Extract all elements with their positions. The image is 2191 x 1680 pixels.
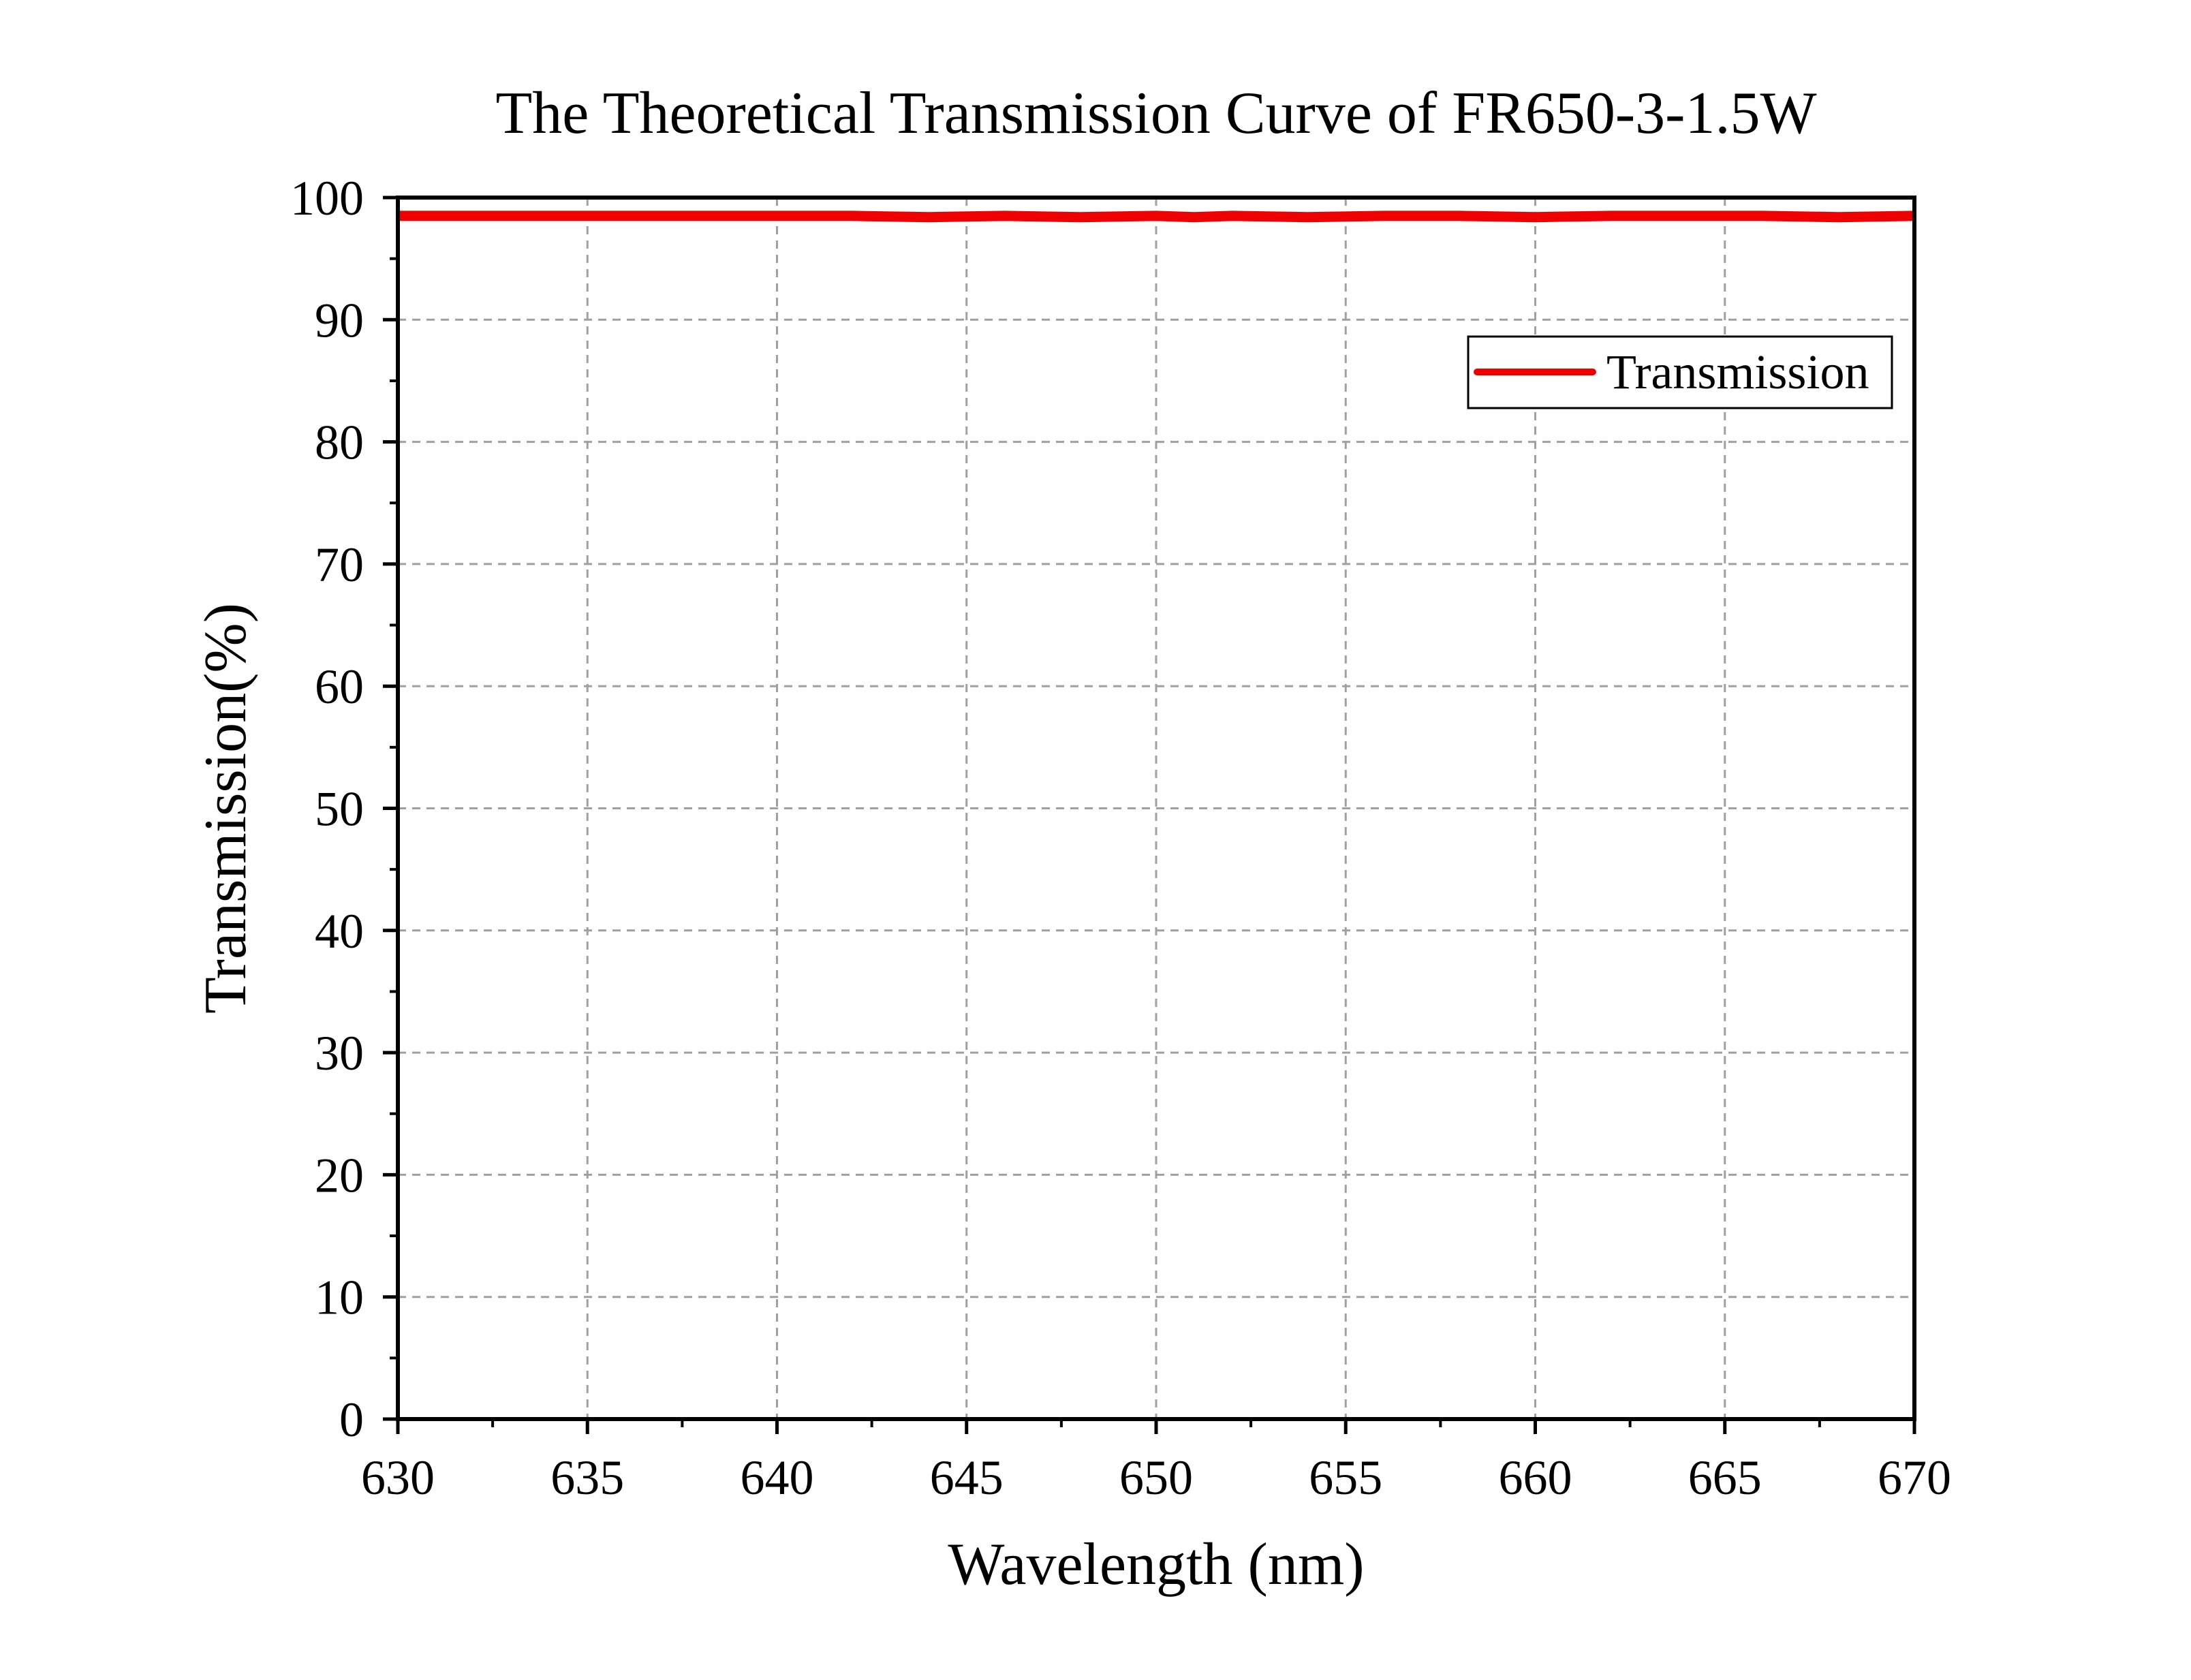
x-tick-label: 650 — [1119, 1450, 1193, 1505]
y-tick-label: 50 — [315, 782, 364, 837]
axis-ticks — [383, 196, 1916, 1434]
x-tick-label: 640 — [741, 1450, 814, 1505]
y-tick-label: 90 — [315, 293, 364, 347]
y-tick-label: 0 — [339, 1393, 364, 1447]
x-tick-label: 645 — [930, 1450, 1004, 1505]
y-axis-label: Transmission(%) — [193, 603, 259, 1014]
series-line-transmission — [398, 211, 1915, 223]
y-tick-label: 100 — [290, 171, 364, 225]
tick-labels: 630 635 640 645 650 655 660 665 670 0 10 20 30 40 50 60… — [290, 171, 1951, 1505]
x-axis-label: Wavelength (nm) — [948, 1531, 1364, 1598]
legend: Transmission — [1467, 335, 1893, 409]
y-tick-label: 40 — [315, 904, 364, 959]
y-tick-label: 80 — [315, 416, 364, 470]
x-tick-label: 635 — [550, 1450, 624, 1505]
x-tick-label: 655 — [1309, 1450, 1382, 1505]
x-tick-label: 665 — [1688, 1450, 1762, 1505]
y-tick-label: 20 — [315, 1148, 364, 1202]
x-tick-label: 670 — [1878, 1450, 1951, 1505]
y-tick-label: 30 — [315, 1026, 364, 1080]
y-tick-label: 10 — [315, 1271, 364, 1325]
x-tick-label: 630 — [361, 1450, 435, 1505]
x-tick-label: 660 — [1499, 1450, 1572, 1505]
legend-label-transmission: Transmission — [1606, 345, 1869, 399]
y-tick-label: 70 — [315, 538, 364, 592]
y-tick-label: 60 — [315, 659, 364, 714]
chart-title: The Theoretical Transmission Curve of FR… — [495, 80, 1816, 146]
series-layer — [398, 211, 1915, 223]
grid-lines — [398, 198, 1914, 1419]
